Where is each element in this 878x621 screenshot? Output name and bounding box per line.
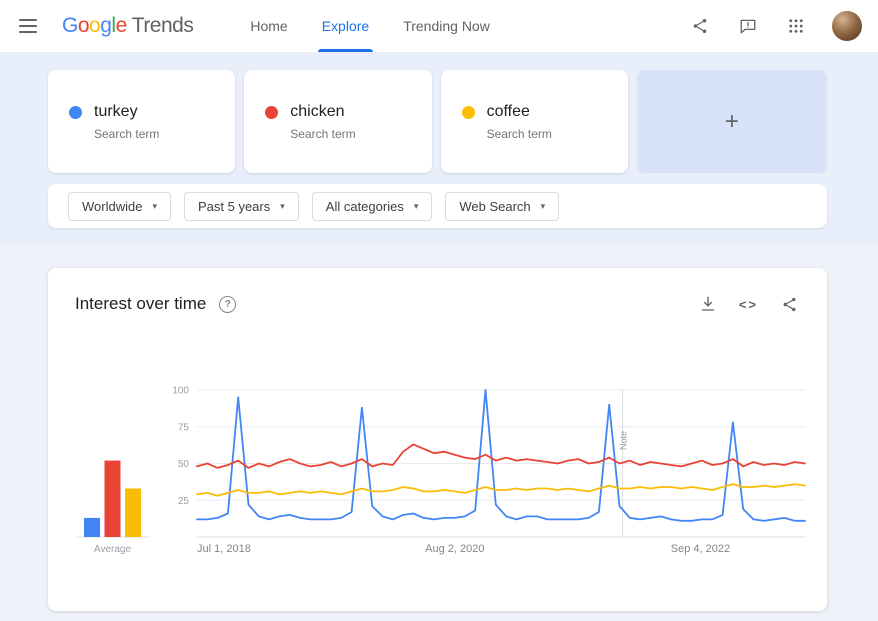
download-icon[interactable] — [698, 294, 718, 314]
interest-over-time-chart[interactable]: 25 50 75 100 Note Average Jul 1, 2018 Aug 2, 20… — [48, 370, 827, 565]
filter-search-type-dropdown[interactable]: Web Search ▾ — [445, 191, 560, 221]
term-type-label: Search term — [290, 127, 356, 141]
svg-text:50: 50 — [178, 459, 190, 470]
term-type-label: Search term — [94, 127, 160, 141]
svg-text:Note: Note — [619, 431, 629, 450]
term-card-chicken[interactable]: chicken Search term — [244, 70, 432, 173]
term-label: turkey — [94, 103, 138, 120]
caret-down-icon: ▾ — [152, 200, 157, 211]
nav-trending-now[interactable]: Trending Now — [403, 18, 490, 34]
header-actions — [688, 11, 878, 41]
comparison-section: turkey Search term chicken Search term c… — [0, 52, 878, 243]
logo-letter: e — [115, 14, 128, 37]
logo-letter: o — [89, 14, 101, 37]
main-section: Interest over time ? <> 25 50 75 100 Note Ave… — [0, 243, 878, 621]
filter-time-range-dropdown[interactable]: Past 5 years ▾ — [183, 191, 299, 221]
widget-title: Interest over time — [75, 294, 207, 313]
avatar[interactable] — [832, 11, 862, 41]
widget-actions: <> — [698, 294, 799, 314]
filter-time-range-value: Past 5 years — [197, 198, 271, 214]
series-color-dot — [265, 106, 279, 119]
interest-over-time-card: Interest over time ? <> 25 50 75 100 Note Ave… — [48, 268, 827, 611]
main-nav: Home Explore Trending Now — [233, 0, 506, 52]
series-color-dot — [461, 106, 475, 119]
term-label: coffee — [486, 103, 530, 120]
feedback-icon[interactable] — [736, 14, 760, 38]
series-color-dot — [69, 106, 82, 119]
share-icon[interactable] — [688, 14, 712, 38]
logo-letter: o — [77, 14, 90, 37]
term-label: chicken — [290, 103, 345, 120]
logo-trends-text: Trends — [131, 14, 194, 37]
help-icon[interactable]: ? — [219, 295, 237, 313]
svg-text:100: 100 — [172, 386, 189, 397]
embed-code-icon[interactable]: <> — [738, 296, 758, 312]
term-type-label: Search term — [486, 127, 552, 141]
filter-search-type-value: Web Search — [459, 198, 531, 214]
term-cards-row: turkey Search term chicken Search term c… — [48, 70, 828, 173]
term-card-coffee[interactable]: coffee Search term — [440, 70, 628, 173]
caret-down-icon: ▾ — [280, 200, 285, 211]
caret-down-icon: ▾ — [540, 200, 546, 211]
filter-category-value: All categories — [325, 198, 404, 214]
nav-home[interactable]: Home — [250, 18, 288, 34]
logo-letter: l — [111, 14, 116, 37]
plus-icon: + — [724, 107, 739, 135]
svg-text:Average: Average — [94, 544, 132, 555]
nav-explore[interactable]: Explore — [305, 0, 386, 52]
caret-down-icon: ▾ — [413, 200, 419, 211]
share-icon[interactable] — [779, 294, 799, 314]
filter-region-dropdown[interactable]: Worldwide ▾ — [68, 191, 171, 221]
widget-header: Interest over time ? <> — [48, 268, 827, 314]
menu-icon[interactable] — [16, 14, 40, 38]
logo-letter: G — [62, 14, 78, 37]
logo-letter: g — [100, 14, 112, 37]
apps-grid-icon[interactable] — [784, 14, 808, 38]
svg-text:75: 75 — [178, 422, 190, 433]
svg-text:Jul 1, 2018: Jul 1, 2018 — [197, 543, 251, 555]
svg-text:Aug 2, 2020: Aug 2, 2020 — [425, 543, 484, 555]
filter-bar: Worldwide ▾ Past 5 years ▾ All categorie… — [48, 184, 827, 228]
term-card-turkey[interactable]: turkey Search term — [48, 70, 236, 173]
svg-text:25: 25 — [178, 496, 190, 507]
filter-region-value: Worldwide — [82, 198, 143, 214]
filter-category-dropdown[interactable]: All categories ▾ — [311, 191, 433, 221]
svg-text:Sep 4, 2022: Sep 4, 2022 — [671, 543, 730, 555]
add-comparison-card[interactable]: + — [636, 70, 828, 173]
